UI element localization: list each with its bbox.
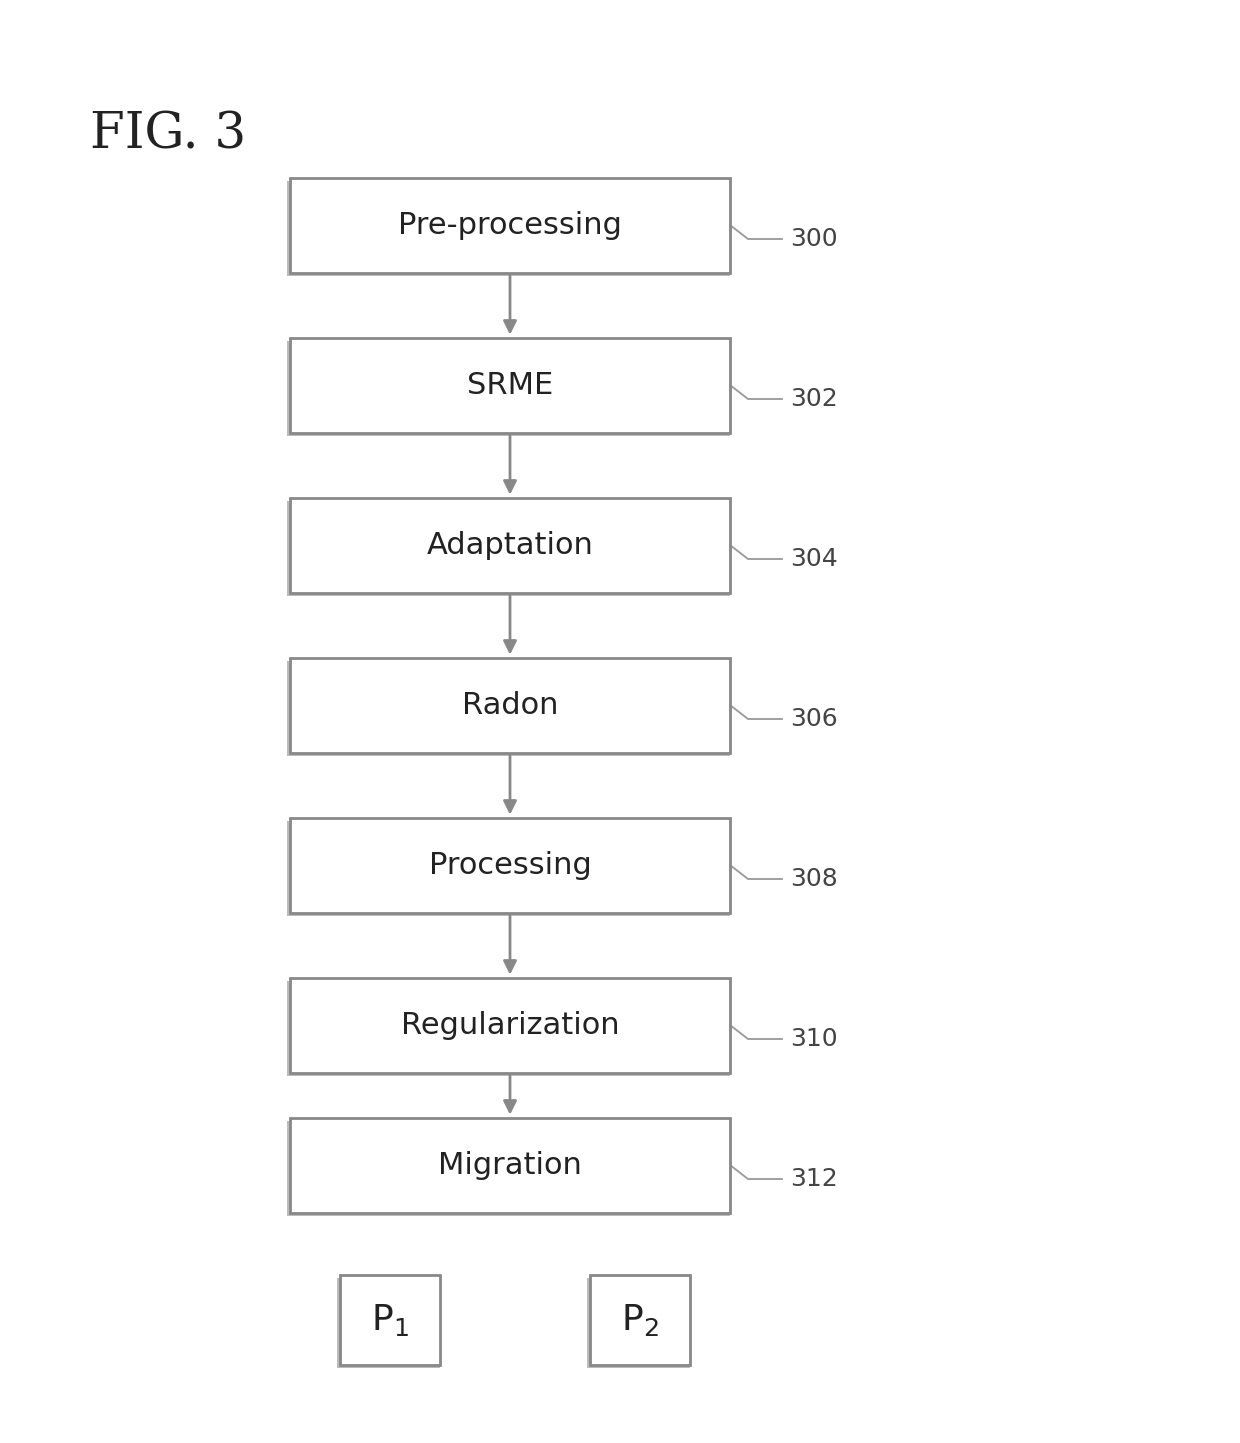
Bar [286,661,730,756]
Bar [286,501,730,596]
Text: 300: 300 [790,227,838,251]
Bar [340,1276,440,1365]
Bar [286,341,730,436]
Bar [290,658,730,752]
Text: FIG. 3: FIG. 3 [91,110,247,160]
Text: Adaptation: Adaptation [427,531,594,560]
Text: Radon: Radon [461,691,558,720]
Text: Processing: Processing [429,850,591,879]
Bar [290,818,730,912]
Text: 302: 302 [790,387,838,411]
Bar [290,1117,730,1212]
Bar [286,980,730,1075]
Text: 310: 310 [790,1027,838,1051]
Text: SRME: SRME [467,371,553,400]
Text: 308: 308 [790,867,838,890]
Text: 304: 304 [790,547,838,571]
Bar [590,1276,689,1365]
Bar [286,821,730,915]
Bar [286,1121,730,1215]
Bar [587,1278,689,1368]
Text: 312: 312 [790,1167,838,1190]
Text: Migration: Migration [438,1150,582,1179]
Bar [337,1278,440,1368]
Bar [286,180,730,276]
Text: P$_2$: P$_2$ [621,1302,658,1338]
Text: Pre-processing: Pre-processing [398,211,622,240]
Text: Regularization: Regularization [401,1010,619,1039]
Bar [290,977,730,1072]
Text: P$_1$: P$_1$ [371,1302,409,1338]
Text: 306: 306 [790,707,838,732]
Bar [290,177,730,273]
Bar [290,498,730,593]
Bar [290,338,730,433]
